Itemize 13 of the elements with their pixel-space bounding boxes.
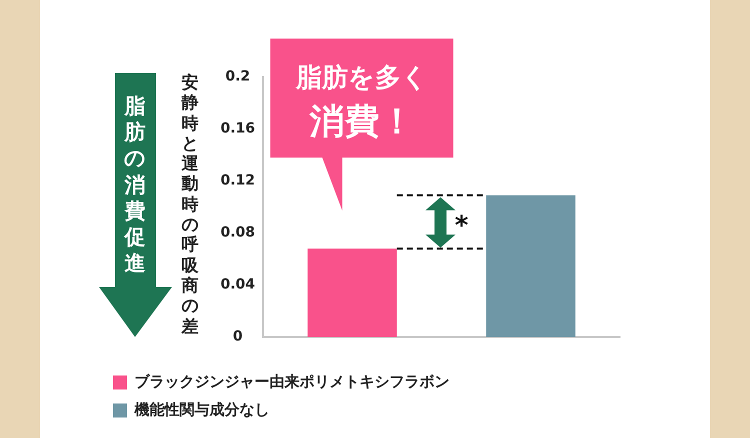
y-tick-label: 0.08	[220, 224, 255, 241]
text: 安静時と運動時の呼吸商の差	[181, 73, 198, 337]
y-tick-label: 0.16	[220, 120, 255, 137]
y-tick-label: 0	[232, 328, 243, 345]
legend-label: 機能性関与成分なし	[134, 400, 270, 418]
y-tick-label: 0.12	[220, 172, 255, 189]
annotation: 消費！	[309, 102, 414, 142]
legend-label: ブラックジンジャー由来ポリメトキシフラボン	[134, 372, 450, 390]
annotation: *	[454, 210, 468, 241]
text: 脂肪の消費促進	[122, 93, 147, 276]
y-tick-label: 0.2	[225, 68, 250, 85]
y-tick-label: 0.04	[220, 276, 256, 293]
annotation: 脂肪を多く	[296, 62, 428, 93]
